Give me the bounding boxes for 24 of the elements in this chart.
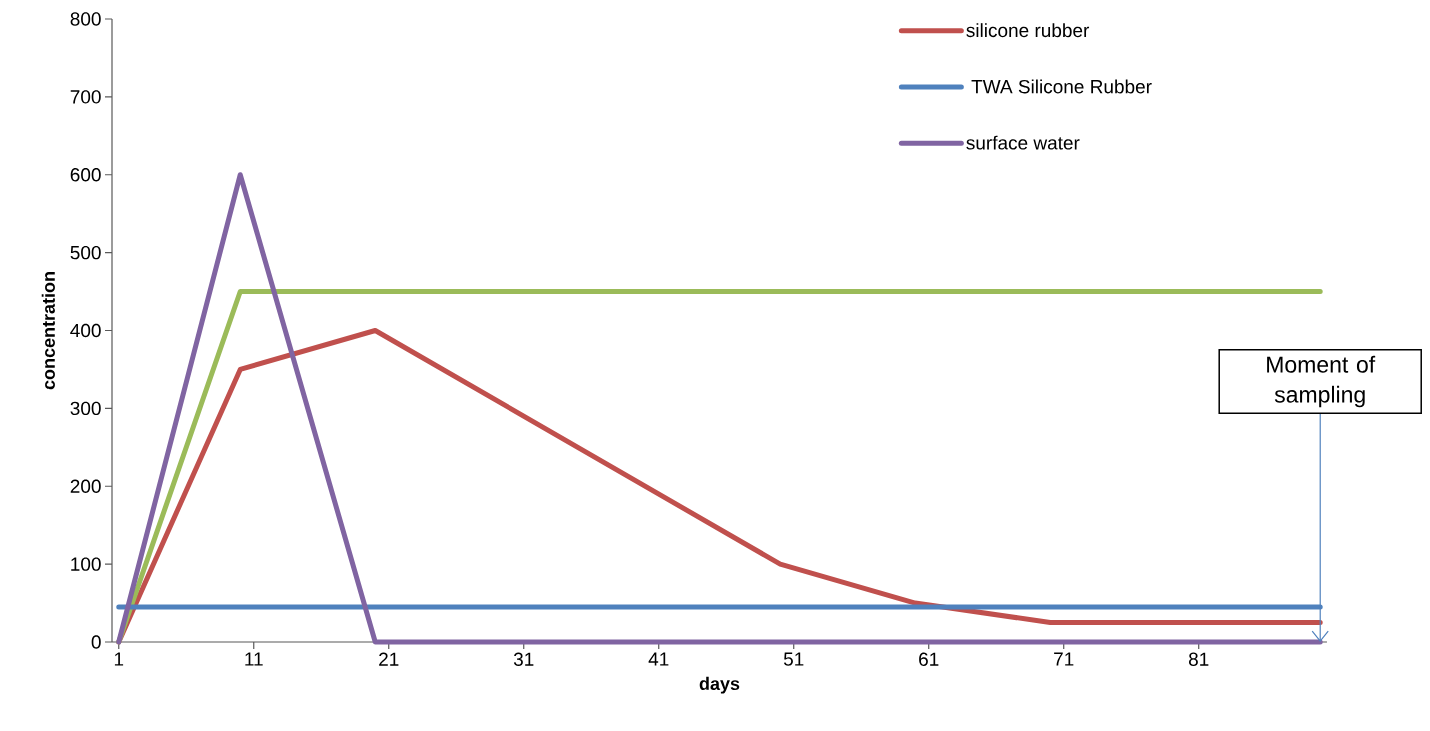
annotation: Moment of sampling xyxy=(1267,355,1376,408)
x-tick-label: 61 xyxy=(919,652,939,666)
y-axis-title: concentration xyxy=(41,272,55,390)
legend-label: silicone rubber xyxy=(966,23,1090,38)
y-tick-label: 600 xyxy=(70,168,101,182)
x-tick-label: 11 xyxy=(245,652,263,666)
y-tick-label: 700 xyxy=(70,90,101,104)
x-tick-label: 71 xyxy=(1054,652,1074,666)
y-tick-label: 0 xyxy=(91,635,101,649)
legend-label: TWA Silicone Rubber xyxy=(971,79,1152,94)
x-tick-label: 51 xyxy=(783,652,804,666)
y-tick-label: 500 xyxy=(70,245,101,260)
y-tick-label: 400 xyxy=(70,323,101,338)
x-tick-label: 31 xyxy=(513,652,534,666)
x-tick-label: 21 xyxy=(379,652,399,666)
legend-label: surface water xyxy=(966,135,1080,150)
x-axis-title: days xyxy=(699,676,740,694)
y-tick-label: 100 xyxy=(71,557,101,571)
x-tick-label: 1 xyxy=(114,652,124,666)
y-tick-label: 200 xyxy=(70,479,101,493)
y-tick-label: 800 xyxy=(70,12,101,26)
y-tick-label: 300 xyxy=(70,401,101,416)
x-tick-label: 81 xyxy=(1188,652,1209,666)
x-tick-label: 41 xyxy=(648,652,669,666)
